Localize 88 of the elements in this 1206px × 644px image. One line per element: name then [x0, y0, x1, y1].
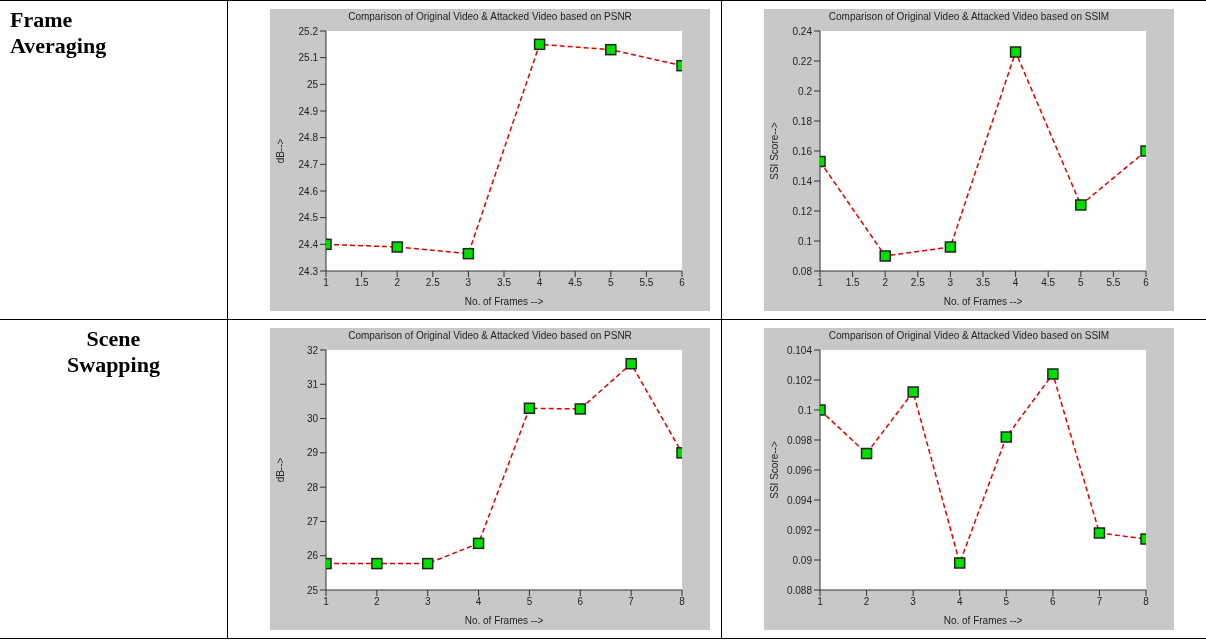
y-tick-label: 24.7: [298, 158, 319, 170]
y-tick-label: 0.1: [798, 235, 813, 247]
y-tick-label: 25: [306, 78, 319, 90]
x-tick-label: 5: [1003, 596, 1010, 608]
x-tick-label: 2.5: [910, 277, 926, 289]
x-tick-label: 8: [679, 596, 686, 608]
y-tick-label: 0.08: [792, 265, 813, 277]
x-tick-label: 6: [1050, 596, 1057, 608]
chart-title: Comparison of Original Video & Attacked Video based on PSNR: [347, 11, 633, 22]
x-tick-label: 5: [1078, 277, 1085, 289]
y-tick-label: 24.3: [298, 265, 319, 277]
y-tick-label: 0.16: [792, 145, 813, 157]
y-tick-label: 29: [306, 447, 319, 459]
y-tick-label: 0.098: [786, 434, 813, 446]
x-tick-label: 2: [863, 596, 870, 608]
y-tick-label: 27: [306, 515, 319, 527]
x-tick-label: 2: [374, 596, 381, 608]
x-tick-label: 6: [679, 277, 686, 289]
x-tick-label: 4: [475, 596, 482, 608]
x-tick-label: 4: [536, 277, 543, 289]
chart-title: Comparison of Original Video & Attacked Video based on SSIM: [827, 330, 1111, 341]
x-tick-label: 4: [1012, 277, 1019, 289]
text: Scene Swapping: [66, 326, 161, 378]
text: Frame Averaging: [10, 7, 108, 59]
x-axis-title: No. of Frames -->: [464, 296, 544, 307]
y-axis-title: dB-->: [274, 138, 286, 164]
y-axis-title: dB-->: [274, 457, 286, 483]
chart-title: Comparison of Original Video & Attacked Video based on PSNR: [347, 330, 633, 341]
x-tick-label: 5.5: [639, 277, 654, 289]
x-tick-label: 5: [608, 277, 615, 289]
x-tick-label: 3.5: [976, 277, 991, 289]
y-tick-label: 25.2: [298, 25, 319, 37]
y-tick-label: 26: [306, 550, 319, 562]
y-tick-label: 32: [306, 344, 319, 356]
x-tick-label: 7: [628, 596, 635, 608]
x-tick-label: 1: [817, 596, 824, 608]
y-tick-label: 0.102: [786, 374, 813, 386]
x-tick-label: 8: [1143, 596, 1150, 608]
x-tick-label: 2: [394, 277, 401, 289]
x-tick-label: 1: [323, 596, 330, 608]
x-tick-label: 6: [1143, 277, 1150, 289]
x-tick-label: 5.5: [1106, 277, 1121, 289]
y-tick-label: 24.4: [298, 238, 319, 250]
y-tick-label: 0.092: [786, 524, 813, 536]
x-tick-label: 3: [947, 277, 954, 289]
y-tick-label: 25: [306, 584, 319, 596]
x-tick-label: 4.5: [1041, 277, 1056, 289]
x-tick-label: 4: [956, 596, 963, 608]
x-axis-title: No. of Frames -->: [943, 615, 1023, 626]
x-tick-label: 5: [526, 596, 533, 608]
x-axis-title: No. of Frames -->: [943, 296, 1023, 307]
x-tick-label: 3: [465, 277, 472, 289]
x-tick-label: 3.5: [497, 277, 512, 289]
chart-title: Comparison of Original Video & Attacked Video based on SSIM: [827, 11, 1111, 22]
x-tick-label: 1.5: [845, 277, 860, 289]
y-tick-label: 24.5: [298, 212, 319, 224]
y-tick-label: 24.9: [298, 105, 319, 117]
y-tick-label: 0.14: [792, 175, 813, 187]
y-axis-title: SSI Score-->: [768, 122, 780, 180]
y-tick-label: 0.094: [786, 494, 813, 506]
x-tick-label: 1: [323, 277, 330, 289]
y-tick-label: 0.096: [786, 464, 813, 476]
x-tick-label: 3: [424, 596, 431, 608]
y-tick-label: 0.24: [792, 25, 813, 37]
y-tick-label: 0.18: [792, 115, 813, 127]
x-tick-label: 1.5: [354, 277, 369, 289]
x-tick-label: 2.5: [425, 277, 441, 289]
y-axis-title: SSI Score-->: [768, 441, 780, 499]
y-tick-label: 0.104: [786, 344, 813, 356]
x-tick-label: 2: [882, 277, 889, 289]
x-axis-title: No. of Frames -->: [464, 615, 544, 626]
y-tick-label: 0.2: [798, 85, 813, 97]
y-tick-label: 25.1: [298, 52, 319, 64]
x-tick-label: 4.5: [568, 277, 583, 289]
x-tick-label: 6: [577, 596, 584, 608]
y-tick-label: 0.1: [798, 404, 813, 416]
y-tick-label: 0.22: [792, 55, 813, 67]
x-tick-label: 3: [910, 596, 917, 608]
y-tick-label: 24.8: [298, 132, 319, 144]
y-tick-label: 28: [306, 481, 319, 493]
x-tick-label: 1: [817, 277, 824, 289]
y-tick-label: 0.088: [786, 584, 813, 596]
y-tick-label: 0.12: [792, 205, 813, 217]
y-tick-label: 30: [306, 413, 319, 425]
y-tick-label: 31: [306, 378, 319, 390]
y-tick-label: 0.09: [792, 554, 813, 566]
x-tick-label: 7: [1096, 596, 1103, 608]
y-tick-label: 24.6: [298, 185, 319, 197]
